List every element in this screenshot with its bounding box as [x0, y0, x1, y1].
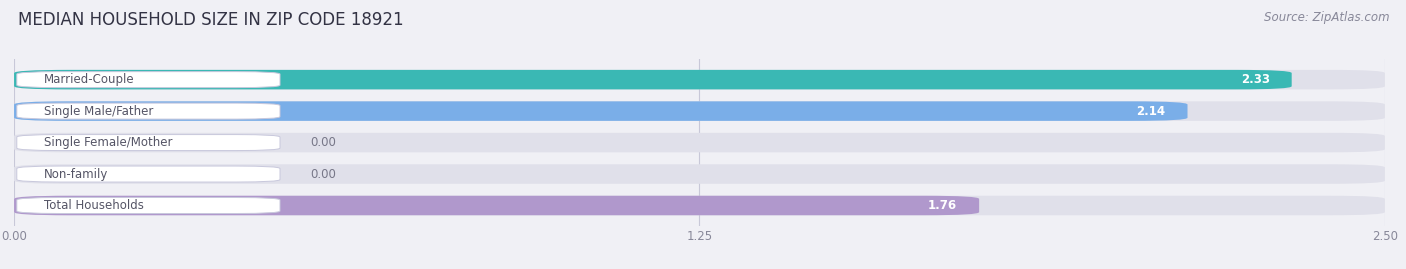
FancyBboxPatch shape [14, 164, 1385, 184]
Text: MEDIAN HOUSEHOLD SIZE IN ZIP CODE 18921: MEDIAN HOUSEHOLD SIZE IN ZIP CODE 18921 [18, 11, 404, 29]
FancyBboxPatch shape [17, 134, 280, 151]
FancyBboxPatch shape [14, 101, 1188, 121]
FancyBboxPatch shape [14, 196, 979, 215]
Text: Single Female/Mother: Single Female/Mother [44, 136, 173, 149]
FancyBboxPatch shape [14, 196, 1385, 215]
FancyBboxPatch shape [14, 70, 1292, 89]
FancyBboxPatch shape [14, 70, 1385, 89]
FancyBboxPatch shape [14, 101, 1385, 121]
FancyBboxPatch shape [14, 133, 1385, 152]
Text: 0.00: 0.00 [311, 168, 336, 180]
FancyBboxPatch shape [17, 197, 280, 214]
Text: Non-family: Non-family [44, 168, 108, 180]
Text: Total Households: Total Households [44, 199, 143, 212]
Text: Married-Couple: Married-Couple [44, 73, 135, 86]
Text: Source: ZipAtlas.com: Source: ZipAtlas.com [1264, 11, 1389, 24]
Text: 1.76: 1.76 [928, 199, 957, 212]
FancyBboxPatch shape [17, 72, 280, 88]
Text: 0.00: 0.00 [311, 136, 336, 149]
Text: 2.33: 2.33 [1240, 73, 1270, 86]
FancyBboxPatch shape [17, 103, 280, 119]
Text: Single Male/Father: Single Male/Father [44, 105, 153, 118]
FancyBboxPatch shape [17, 166, 280, 182]
Text: 2.14: 2.14 [1136, 105, 1166, 118]
